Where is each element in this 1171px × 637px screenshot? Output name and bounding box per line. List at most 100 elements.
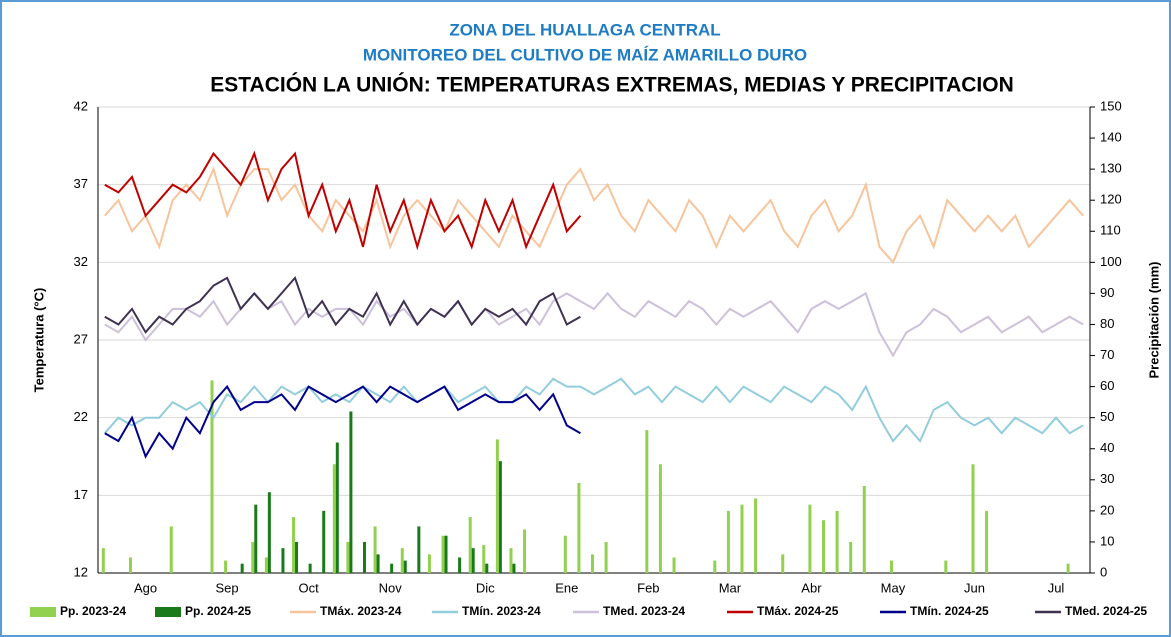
- bar: [471, 548, 475, 573]
- y2-tick-label: 10: [1100, 533, 1114, 548]
- legend-label: TMed. 2024-25: [1065, 604, 1147, 618]
- y2-tick-label: 100: [1100, 254, 1122, 269]
- bar: [645, 430, 649, 573]
- y2-tick-label: 50: [1100, 409, 1114, 424]
- bar: [985, 510, 989, 573]
- y2-tick-label: 140: [1100, 130, 1122, 145]
- line: [104, 291, 1084, 358]
- legend-label: TMáx. 2023-24: [320, 604, 402, 618]
- bar: [281, 548, 285, 573]
- bar: [889, 560, 893, 573]
- bar: [835, 510, 839, 573]
- bar: [390, 563, 394, 573]
- y-axis-label: Temperatura (°C): [31, 288, 46, 393]
- bar: [1066, 563, 1070, 573]
- y-tick-label: 12: [74, 564, 88, 579]
- line: [104, 275, 581, 334]
- y2-tick-label: 150: [1100, 98, 1122, 113]
- legend-label: TMed. 2023-24: [603, 604, 685, 618]
- bar: [862, 486, 866, 573]
- bar: [417, 526, 421, 573]
- chart-subtitle: MONITOREO DEL CULTIVO DE MAÍZ AMARILLO D…: [363, 45, 807, 64]
- bar: [591, 554, 594, 573]
- bar: [376, 554, 380, 573]
- bar: [427, 554, 431, 573]
- legend-label: Pp. 2023-24: [60, 604, 126, 618]
- y-tick-label: 27: [74, 331, 88, 346]
- y2-tick-label: 120: [1100, 192, 1122, 207]
- bar: [400, 548, 404, 573]
- bar: [210, 380, 214, 573]
- bar: [441, 535, 445, 573]
- bar: [240, 563, 244, 573]
- y2-tick-label: 0: [1100, 564, 1107, 579]
- y2-tick-label: 110: [1100, 223, 1121, 238]
- bar: [332, 464, 336, 573]
- y-tick-label: 32: [74, 254, 88, 269]
- x-tick-label: Nov: [379, 580, 403, 595]
- y2-tick-label: 70: [1100, 347, 1114, 362]
- legend-swatch: [30, 607, 56, 617]
- x-tick-label: Mar: [719, 580, 742, 595]
- y-tick-label: 17: [74, 487, 88, 502]
- y2-tick-label: 40: [1100, 440, 1114, 455]
- bar: [808, 504, 812, 573]
- bar: [498, 461, 502, 573]
- bar: [849, 541, 853, 573]
- bar: [267, 492, 271, 573]
- line: [104, 377, 1084, 443]
- bar: [468, 517, 472, 573]
- x-tick-label: Dic: [476, 580, 495, 595]
- bar: [403, 560, 407, 573]
- y2-tick-label: 60: [1100, 378, 1114, 393]
- x-tick-label: Abr: [801, 580, 822, 595]
- x-tick-label: Jun: [964, 580, 985, 595]
- bar: [726, 510, 730, 573]
- bar: [308, 563, 312, 573]
- bar: [482, 545, 486, 573]
- bar: [577, 482, 581, 573]
- y-tick-label: 22: [74, 409, 88, 424]
- bar: [944, 560, 948, 573]
- bar: [349, 411, 353, 573]
- bar: [254, 504, 258, 573]
- y-tick-label: 37: [74, 176, 88, 191]
- bar: [264, 557, 268, 573]
- x-tick-label: May: [881, 580, 906, 595]
- bar: [781, 554, 785, 573]
- x-tick-label: Ago: [134, 580, 157, 595]
- y2-tick-label: 20: [1100, 502, 1114, 517]
- legend-label: TMín. 2023-24: [462, 604, 541, 618]
- bar: [444, 535, 448, 573]
- bar: [672, 557, 676, 573]
- bar: [373, 526, 377, 573]
- bar: [563, 535, 567, 573]
- bar: [295, 541, 299, 573]
- x-tick-label: Feb: [637, 580, 659, 595]
- x-tick-label: Jul: [1048, 580, 1065, 595]
- bar: [128, 557, 132, 573]
- bar: [754, 498, 758, 573]
- legend-label: Pp. 2024-25: [185, 604, 251, 618]
- bar: [485, 563, 489, 573]
- x-tick-label: Ene: [555, 580, 578, 595]
- bar: [251, 541, 255, 573]
- line: [104, 150, 582, 251]
- bar: [822, 520, 826, 573]
- bar: [335, 442, 339, 573]
- bar: [169, 526, 173, 573]
- bar: [322, 510, 326, 573]
- y2-tick-label: 30: [1100, 471, 1114, 486]
- line: [104, 384, 581, 459]
- legend-label: TMín. 2024-25: [910, 604, 989, 618]
- y2-tick-label: 130: [1100, 161, 1122, 176]
- bar: [740, 504, 744, 573]
- chart-title: ZONA DEL HUALLAGA CENTRAL: [449, 20, 720, 39]
- y2-tick-label: 80: [1100, 316, 1114, 331]
- bar: [604, 541, 608, 573]
- bar: [713, 560, 717, 573]
- bar: [224, 560, 228, 573]
- bar: [362, 541, 366, 573]
- x-tick-label: Sep: [216, 580, 239, 595]
